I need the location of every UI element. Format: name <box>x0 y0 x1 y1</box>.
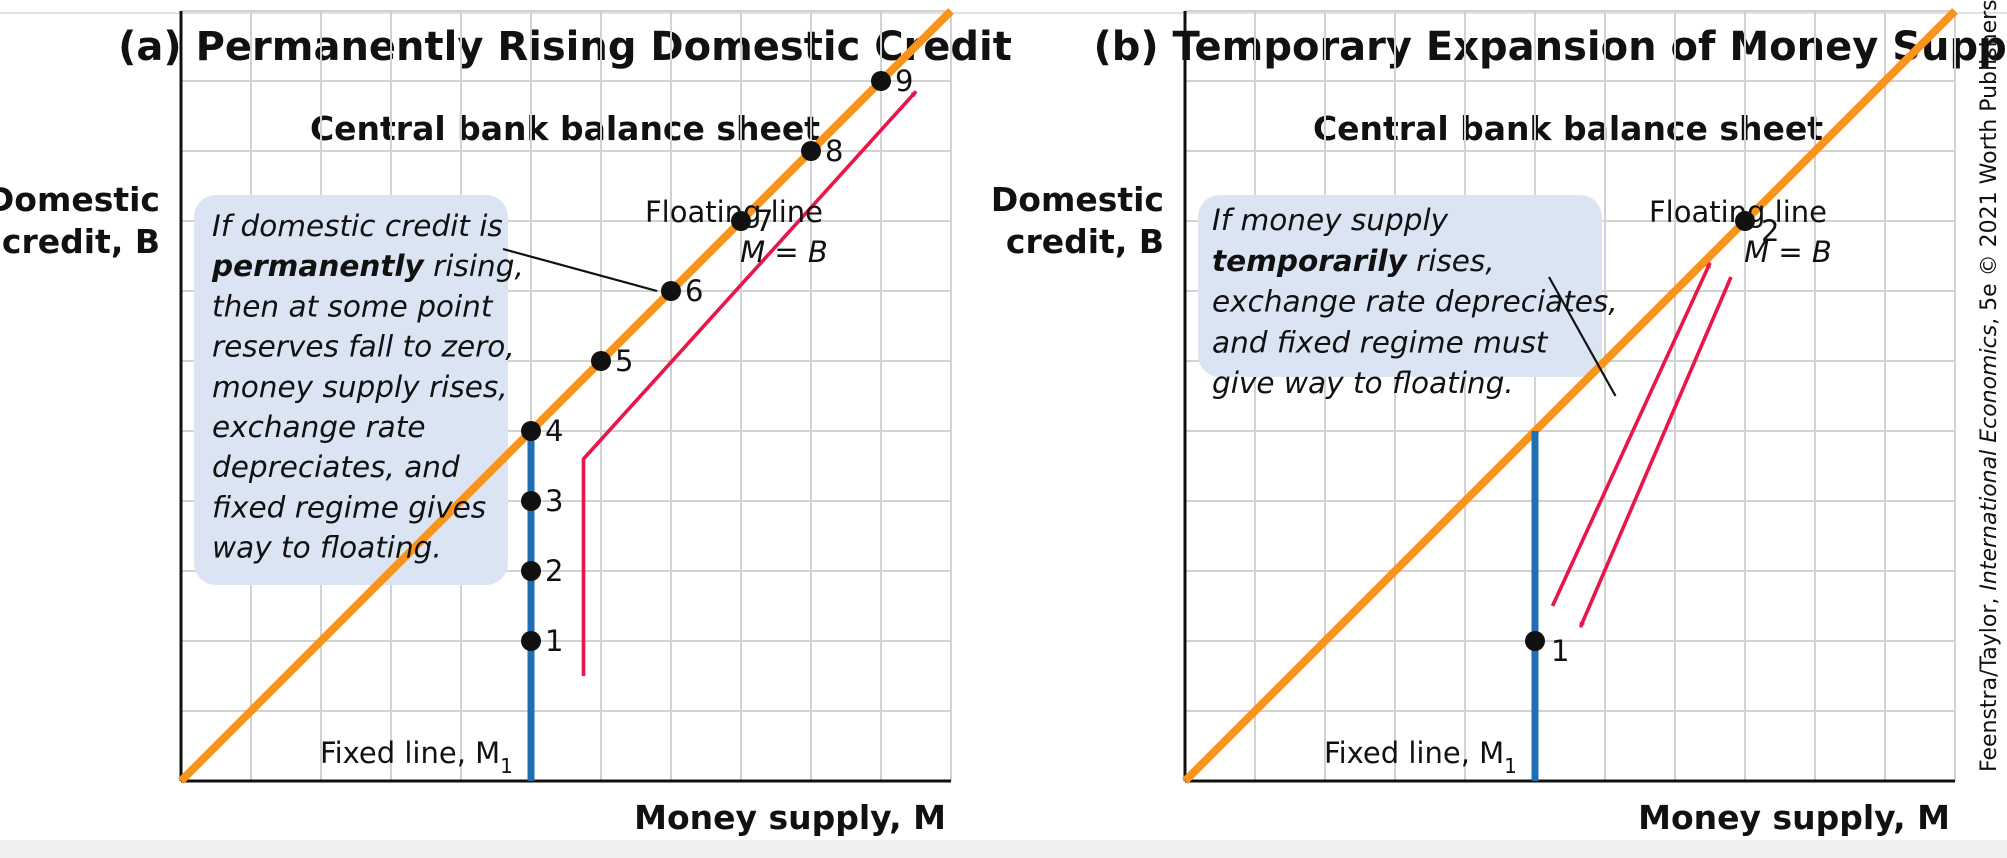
callout-line: If money supply <box>1212 203 1449 237</box>
callout-normal: rises, <box>1407 244 1495 278</box>
y-axis-label: Domestic <box>991 180 1164 219</box>
path-arrow <box>1550 261 1712 607</box>
fixed-line-label-subscript: 1 <box>1504 754 1517 778</box>
callout-normal: reserves fall to zero, <box>212 330 515 364</box>
floating-line-equation: M = B <box>740 235 828 269</box>
x-axis-label: Money supply, M <box>634 798 946 837</box>
data-point-label: 2 <box>1761 214 1779 248</box>
fixed-line-label: Fixed line, M1 <box>1324 736 1517 778</box>
callout-normal: money supply rises, <box>212 370 508 404</box>
fixed-line-label-subscript: 1 <box>500 754 513 778</box>
data-point-label: 4 <box>545 414 563 448</box>
x-axis-label: Money supply, M <box>1638 798 1950 837</box>
panel-title: (a) Permanently Rising Domestic Credit <box>118 24 1012 70</box>
floating-line-label: Floating line <box>645 195 823 229</box>
data-point <box>1735 211 1755 231</box>
fixed-line-label-text: Fixed line, M <box>1324 736 1504 770</box>
callout-line: permanently rising, <box>211 249 524 283</box>
y-axis-label: credit, B <box>2 222 160 261</box>
callout-line: fixed regime gives <box>212 490 486 524</box>
y-axis-label: Domestic <box>0 180 160 219</box>
callout-normal: rising, <box>424 249 524 283</box>
callout-bold: temporarily <box>1212 244 1408 278</box>
data-point-label: 1 <box>1551 634 1569 668</box>
callout-line: then at some point <box>212 289 494 323</box>
data-point-label: 3 <box>545 484 563 518</box>
y-axis-label: credit, B <box>1006 222 1164 261</box>
data-point-label: 1 <box>545 624 563 658</box>
callout-line: give way to floating. <box>1212 366 1514 400</box>
data-point-label: 6 <box>685 274 703 308</box>
callout-text: If domestic credit is permanently rising,… <box>211 209 524 565</box>
callout-line: exchange rate <box>212 410 425 444</box>
bottom-band <box>0 840 2007 858</box>
callout-line: way to floating. <box>212 531 442 565</box>
data-point-label: 8 <box>825 134 843 168</box>
callout-normal: and fixed regime must <box>1212 325 1549 359</box>
callout-line: exchange rate depreciates, <box>1212 285 1618 319</box>
data-point-label: 9 <box>895 64 913 98</box>
callout-normal: depreciates, and <box>212 450 460 484</box>
callout-normal: If money supply <box>1212 203 1449 237</box>
panel-subtitle: Central bank balance sheet <box>310 109 820 148</box>
y-axis-label-line1: Domestic <box>0 180 160 219</box>
data-point <box>661 281 681 301</box>
callout-normal: exchange rate <box>212 410 425 444</box>
panel-title: (b) Temporary Expansion of Money Supply <box>1093 24 2007 70</box>
panel-subtitle: Central bank balance sheet <box>1313 109 1823 148</box>
floating-line <box>178 8 954 784</box>
callout-box <box>1198 195 1602 377</box>
credit-after: , 5e © 2021 Worth Publishers <box>1977 0 2002 325</box>
data-point <box>521 491 541 511</box>
callout-line: If domestic credit is <box>212 209 503 243</box>
data-point <box>521 421 541 441</box>
callout-pointer <box>502 247 658 293</box>
panel-a-chart: (a) Permanently Rising Domestic Credit Ce… <box>0 8 1012 837</box>
y-axis-label-line1: Domestic <box>991 180 1164 219</box>
data-point <box>801 141 821 161</box>
data-point <box>871 71 891 91</box>
floating-line <box>1182 8 1958 784</box>
callout-line: depreciates, and <box>212 450 460 484</box>
callout-line: money supply rises, <box>212 370 508 404</box>
callout-line: reserves fall to zero, <box>212 330 515 364</box>
floating-line-equation: M = B <box>1744 235 1832 269</box>
top-divider <box>0 12 2007 14</box>
callout-normal: then at some point <box>212 289 494 323</box>
fixed-line-label: Fixed line, M1 <box>320 736 513 778</box>
callout-normal: If domestic credit is <box>212 209 503 243</box>
data-point <box>521 631 541 651</box>
path-arrow <box>581 90 918 676</box>
fixed-line-label-text: Fixed line, M <box>320 736 500 770</box>
callout-normal: fixed regime gives <box>212 490 486 524</box>
callout-bold: permanently <box>211 249 426 283</box>
callout-normal: give way to floating. <box>1212 366 1514 400</box>
data-point-label: 2 <box>545 554 563 588</box>
credit-line: Feenstra/Taylor, International Economics… <box>1977 0 2002 772</box>
panel-b-chart: (b) Temporary Expansion of Money Supply C… <box>991 8 2007 837</box>
data-point-label: 5 <box>615 344 633 378</box>
callout-line: temporarily rises, <box>1212 244 1495 278</box>
callout-box <box>194 195 508 585</box>
data-point <box>521 561 541 581</box>
data-point <box>731 211 751 231</box>
credit-italic: International Economics <box>1977 325 2002 591</box>
callout-normal: way to floating. <box>212 531 442 565</box>
callout-normal: exchange rate depreciates, <box>1212 285 1618 319</box>
floating-line-label: Floating line <box>1649 195 1827 229</box>
data-point <box>591 351 611 371</box>
callout-text: If money supply temporarily rises, exchang… <box>1212 203 1618 400</box>
credit-before: Feenstra/Taylor, <box>1977 591 2002 772</box>
data-point-label: 7 <box>755 204 773 238</box>
data-point <box>1525 631 1545 651</box>
path-arrow <box>1578 276 1733 629</box>
callout-pointer <box>1548 276 1617 397</box>
callout-line: and fixed regime must <box>1212 325 1549 359</box>
